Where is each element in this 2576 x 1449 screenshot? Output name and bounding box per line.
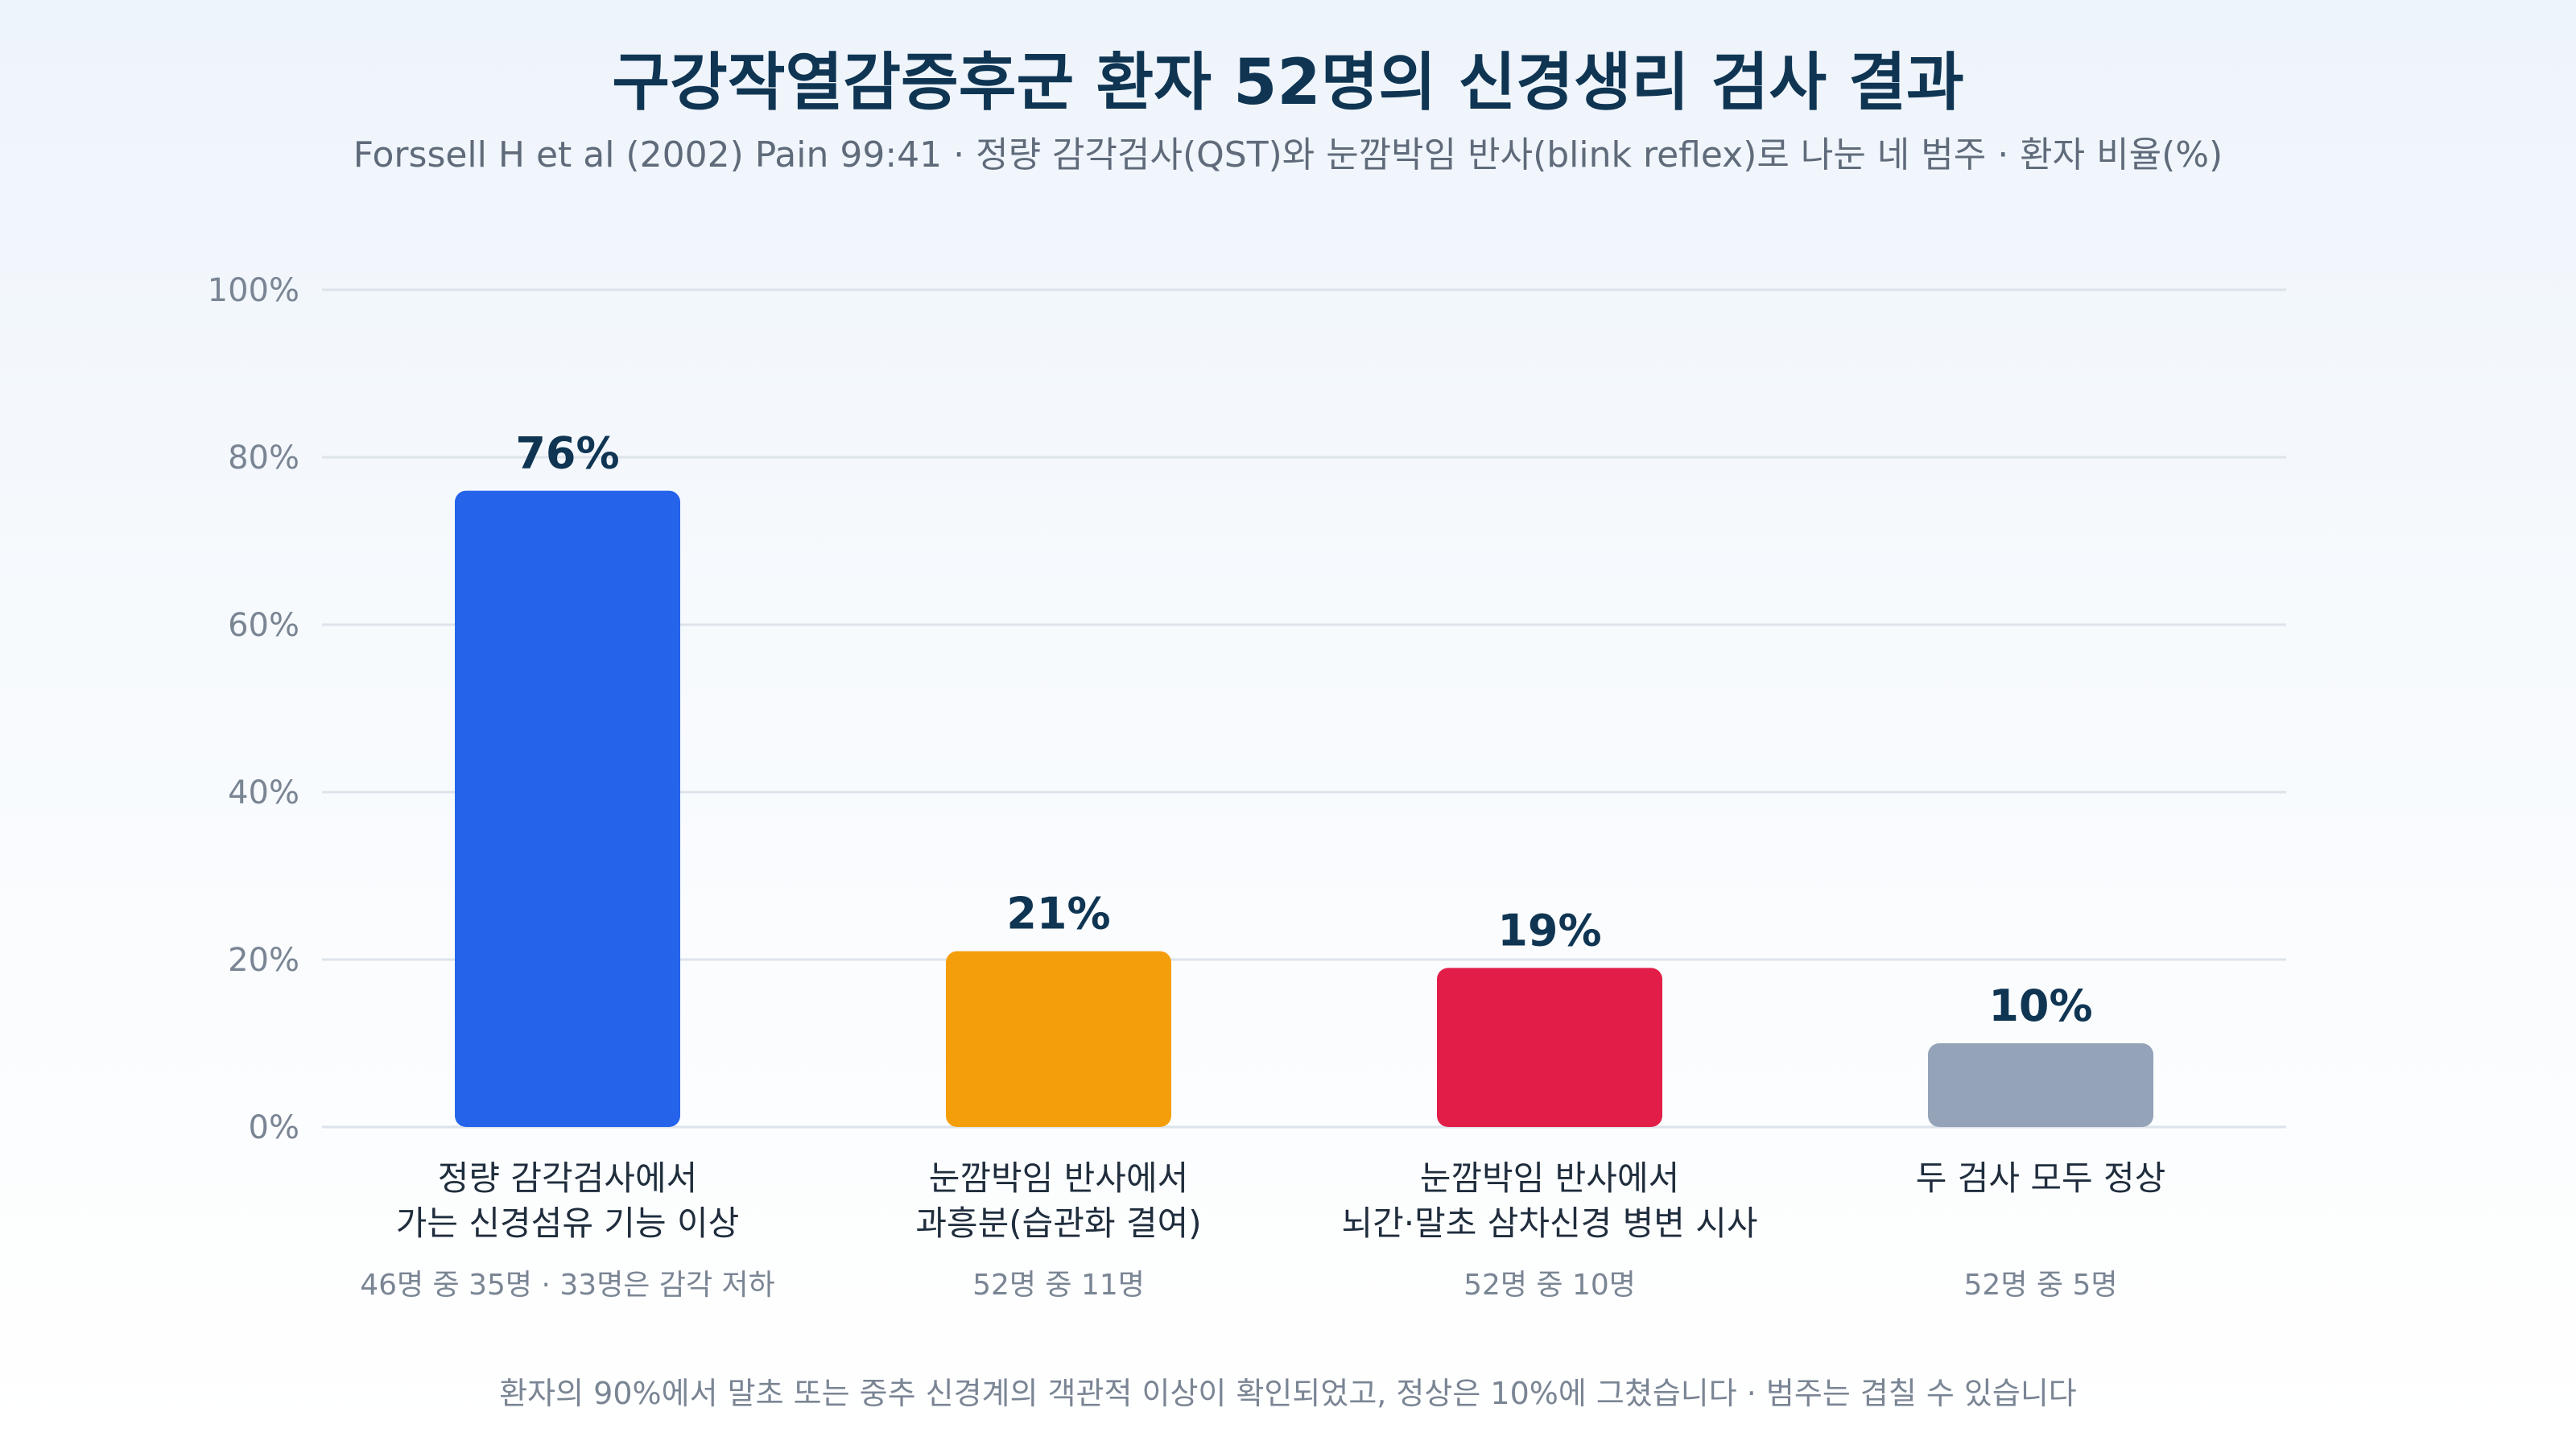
category-label: 뇌간·말초 삼차신경 병변 시사 [1341, 1203, 1757, 1243]
chart-title: 구강작열감증후군 환자 52명의 신경생리 검사 결과 [612, 47, 1964, 119]
y-tick-label: 100% [208, 272, 299, 309]
value-label: 76% [515, 428, 619, 479]
y-tick-label: 40% [228, 774, 299, 811]
category-note: 52명 중 11명 [972, 1269, 1145, 1302]
y-tick-label: 20% [228, 942, 299, 979]
category-note: 52명 중 10명 [1463, 1269, 1636, 1302]
bar [1437, 968, 1662, 1127]
category-label: 눈깜박임 반사에서 [1420, 1158, 1679, 1198]
y-tick-label: 0% [249, 1109, 299, 1146]
value-label: 19% [1497, 905, 1601, 956]
y-tick-label: 80% [228, 440, 299, 477]
category-note: 46명 중 35명 · 33명은 감각 저하 [360, 1269, 775, 1302]
category-label: 과흥분(습관화 결여) [915, 1203, 1201, 1243]
value-label: 10% [1988, 980, 2092, 1031]
bar [1928, 1043, 2153, 1127]
value-label: 21% [1006, 889, 1110, 939]
category-label: 눈깜박임 반사에서 [929, 1158, 1188, 1198]
chart-subtitle: Forssell H et al (2002) Pain 99:41 · 정량 … [353, 134, 2223, 175]
category-label: 정량 감각검사에서 [438, 1158, 697, 1198]
bar [455, 490, 680, 1127]
chart-footnote: 환자의 90%에서 말초 또는 중추 신경계의 객관적 이상이 확인되었고, 정… [499, 1376, 2077, 1411]
y-tick-label: 60% [228, 607, 299, 644]
bar [946, 951, 1171, 1127]
category-note: 52명 중 5명 [1964, 1269, 2118, 1302]
category-label: 두 검사 모두 정상 [1916, 1158, 2166, 1198]
category-label: 가는 신경섬유 기능 이상 [396, 1203, 739, 1243]
